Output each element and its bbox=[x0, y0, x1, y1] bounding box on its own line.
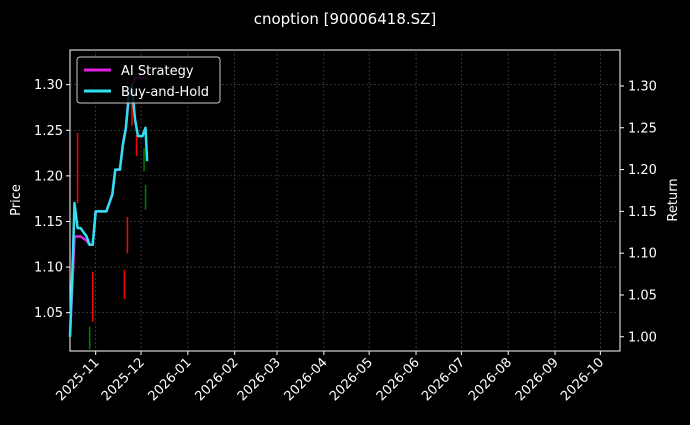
x-tick-label: 2026-08 bbox=[466, 355, 515, 404]
x-tick-label: 2026-09 bbox=[513, 355, 562, 404]
y-axis-left-label: Price bbox=[9, 184, 24, 216]
y-right-tick-label: 1.30 bbox=[628, 79, 657, 94]
y-axis-left: 1.05 1.10 1.15 1.20 1.25 1.30 bbox=[34, 78, 70, 321]
x-tick-label: 2026-06 bbox=[374, 355, 423, 404]
y-left-tick-label: 1.20 bbox=[34, 169, 63, 184]
x-tick-label: 2025-11 bbox=[53, 355, 102, 404]
legend-box bbox=[76, 56, 221, 104]
legend: AI Strategy Buy-and-Hold bbox=[76, 56, 221, 104]
x-tick-label: 2026-05 bbox=[327, 355, 376, 404]
y-left-tick-label: 1.25 bbox=[34, 124, 63, 139]
x-axis: 2025-112025-122026-012026-022026-032026-… bbox=[53, 351, 607, 404]
y-right-tick-label: 1.10 bbox=[628, 247, 657, 262]
y-right-tick-label: 1.20 bbox=[628, 163, 657, 178]
y-axis-right-label: Return bbox=[666, 178, 681, 221]
y-left-tick-label: 1.30 bbox=[34, 78, 63, 93]
x-tick-label: 2026-01 bbox=[146, 355, 195, 404]
x-tick-label: 2026-03 bbox=[235, 355, 284, 404]
y-axis-right: 1.00 1.05 1.10 1.15 1.20 1.25 1.30 bbox=[620, 79, 657, 345]
y-left-tick-label: 1.10 bbox=[34, 261, 63, 276]
y-right-tick-label: 1.25 bbox=[628, 121, 657, 136]
y-right-tick-label: 1.05 bbox=[628, 288, 657, 303]
y-left-tick-label: 1.15 bbox=[34, 215, 63, 230]
chart-title: cnoption [90006418.SZ] bbox=[254, 10, 437, 28]
x-tick-label: 2026-04 bbox=[282, 355, 331, 404]
x-tick-label: 2026-10 bbox=[558, 355, 607, 404]
x-tick-label: 2025-12 bbox=[99, 355, 148, 404]
legend-label-buy-and-hold: Buy-and-Hold bbox=[121, 85, 209, 100]
x-tick-label: 2026-07 bbox=[419, 355, 468, 404]
legend-label-ai-strategy: AI Strategy bbox=[121, 64, 194, 79]
x-tick-label: 2026-02 bbox=[193, 355, 242, 404]
y-left-tick-label: 1.05 bbox=[34, 306, 63, 321]
series-line-buy-and-hold bbox=[68, 84, 149, 337]
y-right-tick-label: 1.15 bbox=[628, 205, 657, 220]
price-bars bbox=[76, 93, 147, 350]
y-right-tick-label: 1.00 bbox=[628, 330, 657, 345]
